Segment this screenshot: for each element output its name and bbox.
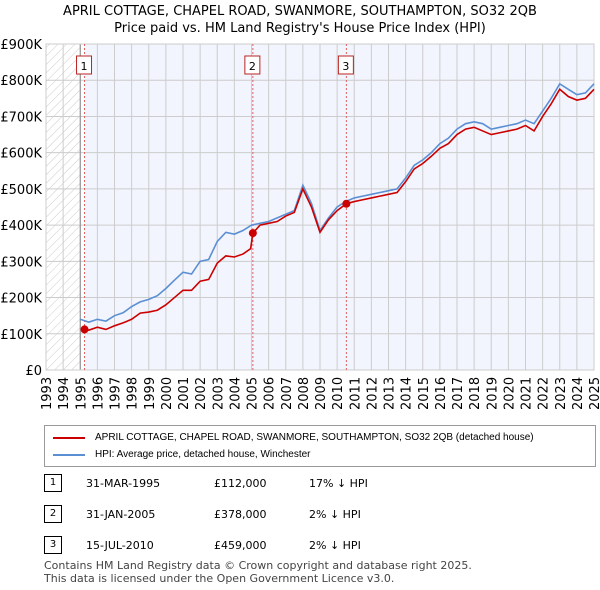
x-tick-label: 1996	[91, 377, 106, 410]
transaction-date: 31-MAR-1995	[86, 477, 161, 490]
footer-line-1: Contains HM Land Registry data © Crown c…	[44, 559, 472, 572]
x-tick-label: 2005	[246, 377, 261, 410]
transaction-hpi: 2% ↓ HPI	[309, 508, 361, 521]
transaction-date: 15-JUL-2010	[86, 539, 154, 552]
sale-marker-box	[76, 55, 93, 75]
sale-point	[342, 199, 351, 208]
x-tick-label: 2022	[537, 377, 552, 410]
legend-swatch-hpi	[53, 453, 85, 456]
x-tick-label: 1993	[40, 377, 55, 410]
transaction-price: £112,000	[214, 477, 267, 490]
x-tick-label: 2017	[451, 377, 466, 410]
transaction-hpi: 17% ↓ HPI	[309, 477, 368, 490]
x-tick-label: 2007	[280, 377, 295, 410]
y-tick-label: £500K	[0, 183, 42, 198]
sale-marker-label: 1	[81, 60, 88, 73]
transaction-hpi: 2% ↓ HPI	[309, 539, 361, 552]
x-tick-label: 2014	[400, 377, 415, 410]
x-tick-label: 2008	[297, 377, 312, 410]
x-tick-label: 2011	[348, 377, 363, 410]
x-tick-label: 2006	[263, 377, 278, 410]
legend-property: APRIL COTTAGE, CHAPEL ROAD, SWANMORE, SO…	[95, 432, 534, 443]
y-tick-label: £300K	[0, 255, 42, 270]
property-line	[84, 88, 595, 331]
sale-point	[80, 325, 89, 334]
transaction-number: 3	[44, 536, 62, 554]
x-tick-label: 2020	[502, 377, 517, 410]
x-tick-label: 1997	[109, 377, 124, 410]
y-tick-label: £600K	[0, 147, 42, 162]
x-tick-label: 2024	[571, 377, 586, 410]
x-tick-label: 1995	[74, 377, 89, 410]
x-tick-label: 2004	[228, 377, 243, 410]
chart-subtitle: Price paid vs. HM Land Registry's House …	[114, 21, 486, 36]
legend: APRIL COTTAGE, CHAPEL ROAD, SWANMORE, SO…	[44, 425, 596, 467]
x-tick-label: 2010	[331, 377, 346, 410]
x-tick-label: 2009	[314, 377, 329, 410]
x-tick-label: 2000	[160, 377, 175, 410]
sale-marker-label: 3	[342, 60, 349, 73]
x-tick-label: 2002	[194, 377, 209, 410]
y-tick-label: £0	[25, 364, 42, 379]
transaction-row: 1 31-MAR-1995 £112,000 17% ↓ HPI	[44, 474, 594, 494]
x-tick-label: 2021	[520, 377, 535, 410]
sale-marker-label: 2	[249, 60, 256, 73]
x-tick-label: 1994	[57, 377, 72, 410]
price-chart: £0 £100K £200K £300K £400K £500K £600K £700K £80…	[0, 38, 600, 410]
x-tick-label: 2015	[417, 377, 432, 410]
transaction-price: £378,000	[214, 508, 267, 521]
y-tick-label: £800K	[0, 74, 42, 89]
transaction-date: 31-JAN-2005	[86, 508, 156, 521]
x-tick-label: 2019	[485, 377, 500, 410]
footer-line-2: This data is licensed under the Open Gov…	[44, 572, 395, 585]
x-tick-label: 2012	[365, 377, 380, 410]
shaded-period	[84, 44, 594, 370]
transaction-number: 1	[44, 474, 62, 492]
x-tick-label: 2001	[177, 377, 192, 410]
x-tick-label: 1998	[126, 377, 141, 410]
x-tick-label: 2016	[434, 377, 449, 410]
legend-hpi: HPI: Average price, detached house, Winc…	[95, 449, 311, 460]
x-tick-label: 2013	[383, 377, 398, 410]
transaction-row: 2 31-JAN-2005 £378,000 2% ↓ HPI	[44, 505, 594, 525]
transaction-row: 3 15-JUL-2010 £459,000 2% ↓ HPI	[44, 536, 594, 556]
chart-title: APRIL COTTAGE, CHAPEL ROAD, SWANMORE, SO…	[63, 4, 537, 19]
sale-marker-box	[337, 55, 354, 75]
hpi-line	[79, 82, 595, 324]
transaction-number: 2	[44, 505, 62, 523]
x-tick-label: 1999	[143, 377, 158, 410]
sale-marker-box	[244, 55, 261, 75]
x-tick-label: 2018	[468, 377, 483, 410]
y-tick-label: £700K	[0, 110, 42, 125]
legend-swatch-property	[53, 436, 85, 439]
sale-point	[248, 229, 257, 238]
plot-frame	[45, 43, 595, 371]
y-tick-label: £900K	[0, 38, 42, 53]
x-tick-label: 2025	[588, 377, 600, 410]
y-tick-label: £400K	[0, 219, 42, 234]
y-tick-label: £200K	[0, 292, 42, 307]
x-tick-label: 2023	[554, 377, 569, 410]
x-tick-label: 2003	[211, 377, 226, 410]
y-tick-label: £100K	[0, 328, 42, 343]
transaction-price: £459,000	[214, 539, 267, 552]
